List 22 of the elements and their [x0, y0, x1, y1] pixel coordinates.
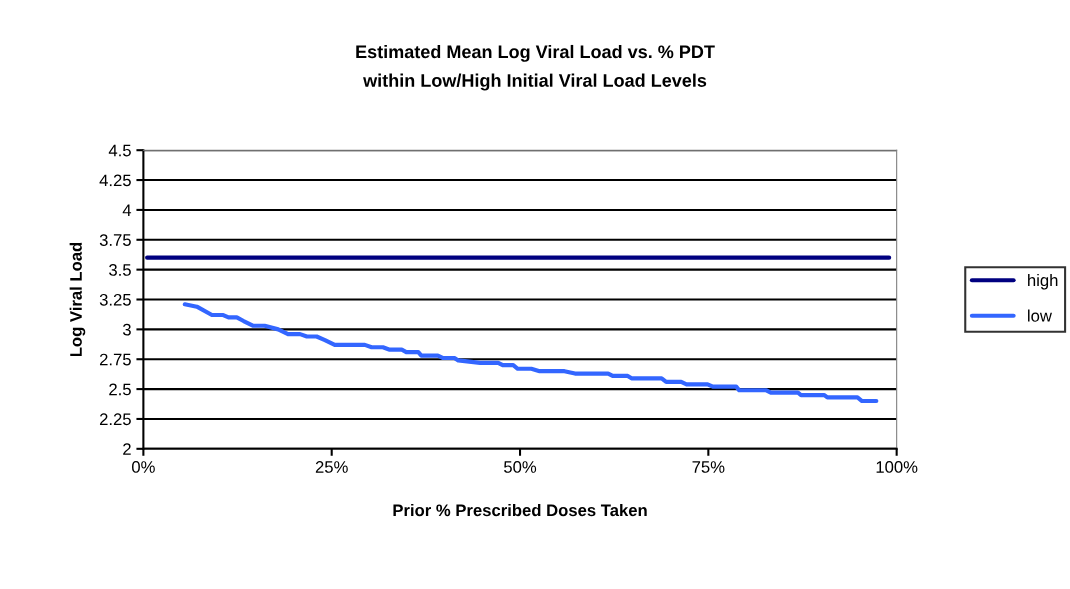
y-tick-label: 4.25	[99, 174, 131, 187]
y-tick-label: 3.25	[99, 293, 131, 306]
x-tick-label: 75%	[692, 461, 725, 473]
x-tick-label: 25%	[315, 461, 348, 473]
y-tick-label: 3	[122, 323, 131, 336]
y-tick-label: 3.5	[109, 264, 131, 276]
y-tick-label: 4.5	[108, 144, 131, 157]
y-tick-label: 2.5	[109, 383, 131, 396]
chart-title: Estimated Mean Log Viral Load vs. % PDT within Low/High Initial Viral Load Levels	[356, 44, 715, 91]
y-tick-label: 4	[122, 204, 132, 216]
x-tick-label: 50%	[504, 461, 537, 473]
legend-label: high	[1028, 273, 1058, 290]
y-tick-label: 2.75	[99, 353, 131, 366]
line-series	[182, 302, 879, 404]
legend-label: low	[1028, 309, 1052, 322]
y-tick-label: 2.25	[99, 413, 131, 426]
x-tick-label: 0%	[131, 461, 155, 473]
x-axis-title: Prior % Prescribed Doses Taken	[393, 503, 647, 517]
y-tick-label: 2	[123, 443, 131, 455]
x-tick-label: 100%	[876, 461, 918, 473]
y-tick-label: 3.75	[99, 234, 131, 246]
y-axis-title: Log Viral Load	[69, 242, 86, 357]
